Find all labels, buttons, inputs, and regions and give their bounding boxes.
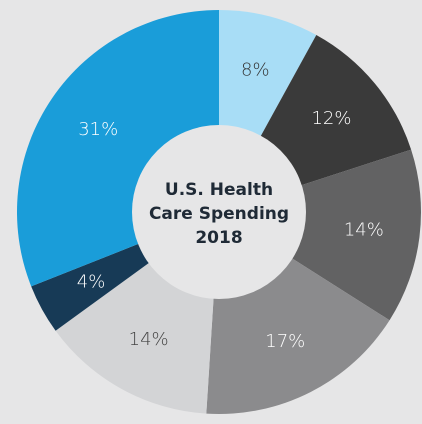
data-label: 12% (311, 108, 351, 129)
chart-title: 2018 (195, 228, 242, 248)
chart-title: Care Spending (149, 204, 289, 224)
donut-hole (132, 125, 306, 299)
data-label: 17% (265, 331, 305, 352)
data-label: 8% (241, 60, 270, 81)
data-label: 4% (77, 271, 106, 292)
data-label: 14% (129, 329, 169, 350)
slice (219, 149, 421, 321)
chart-title: U.S. Health (165, 180, 273, 200)
data-label: 31% (78, 119, 118, 140)
data-label: 14% (344, 219, 384, 240)
